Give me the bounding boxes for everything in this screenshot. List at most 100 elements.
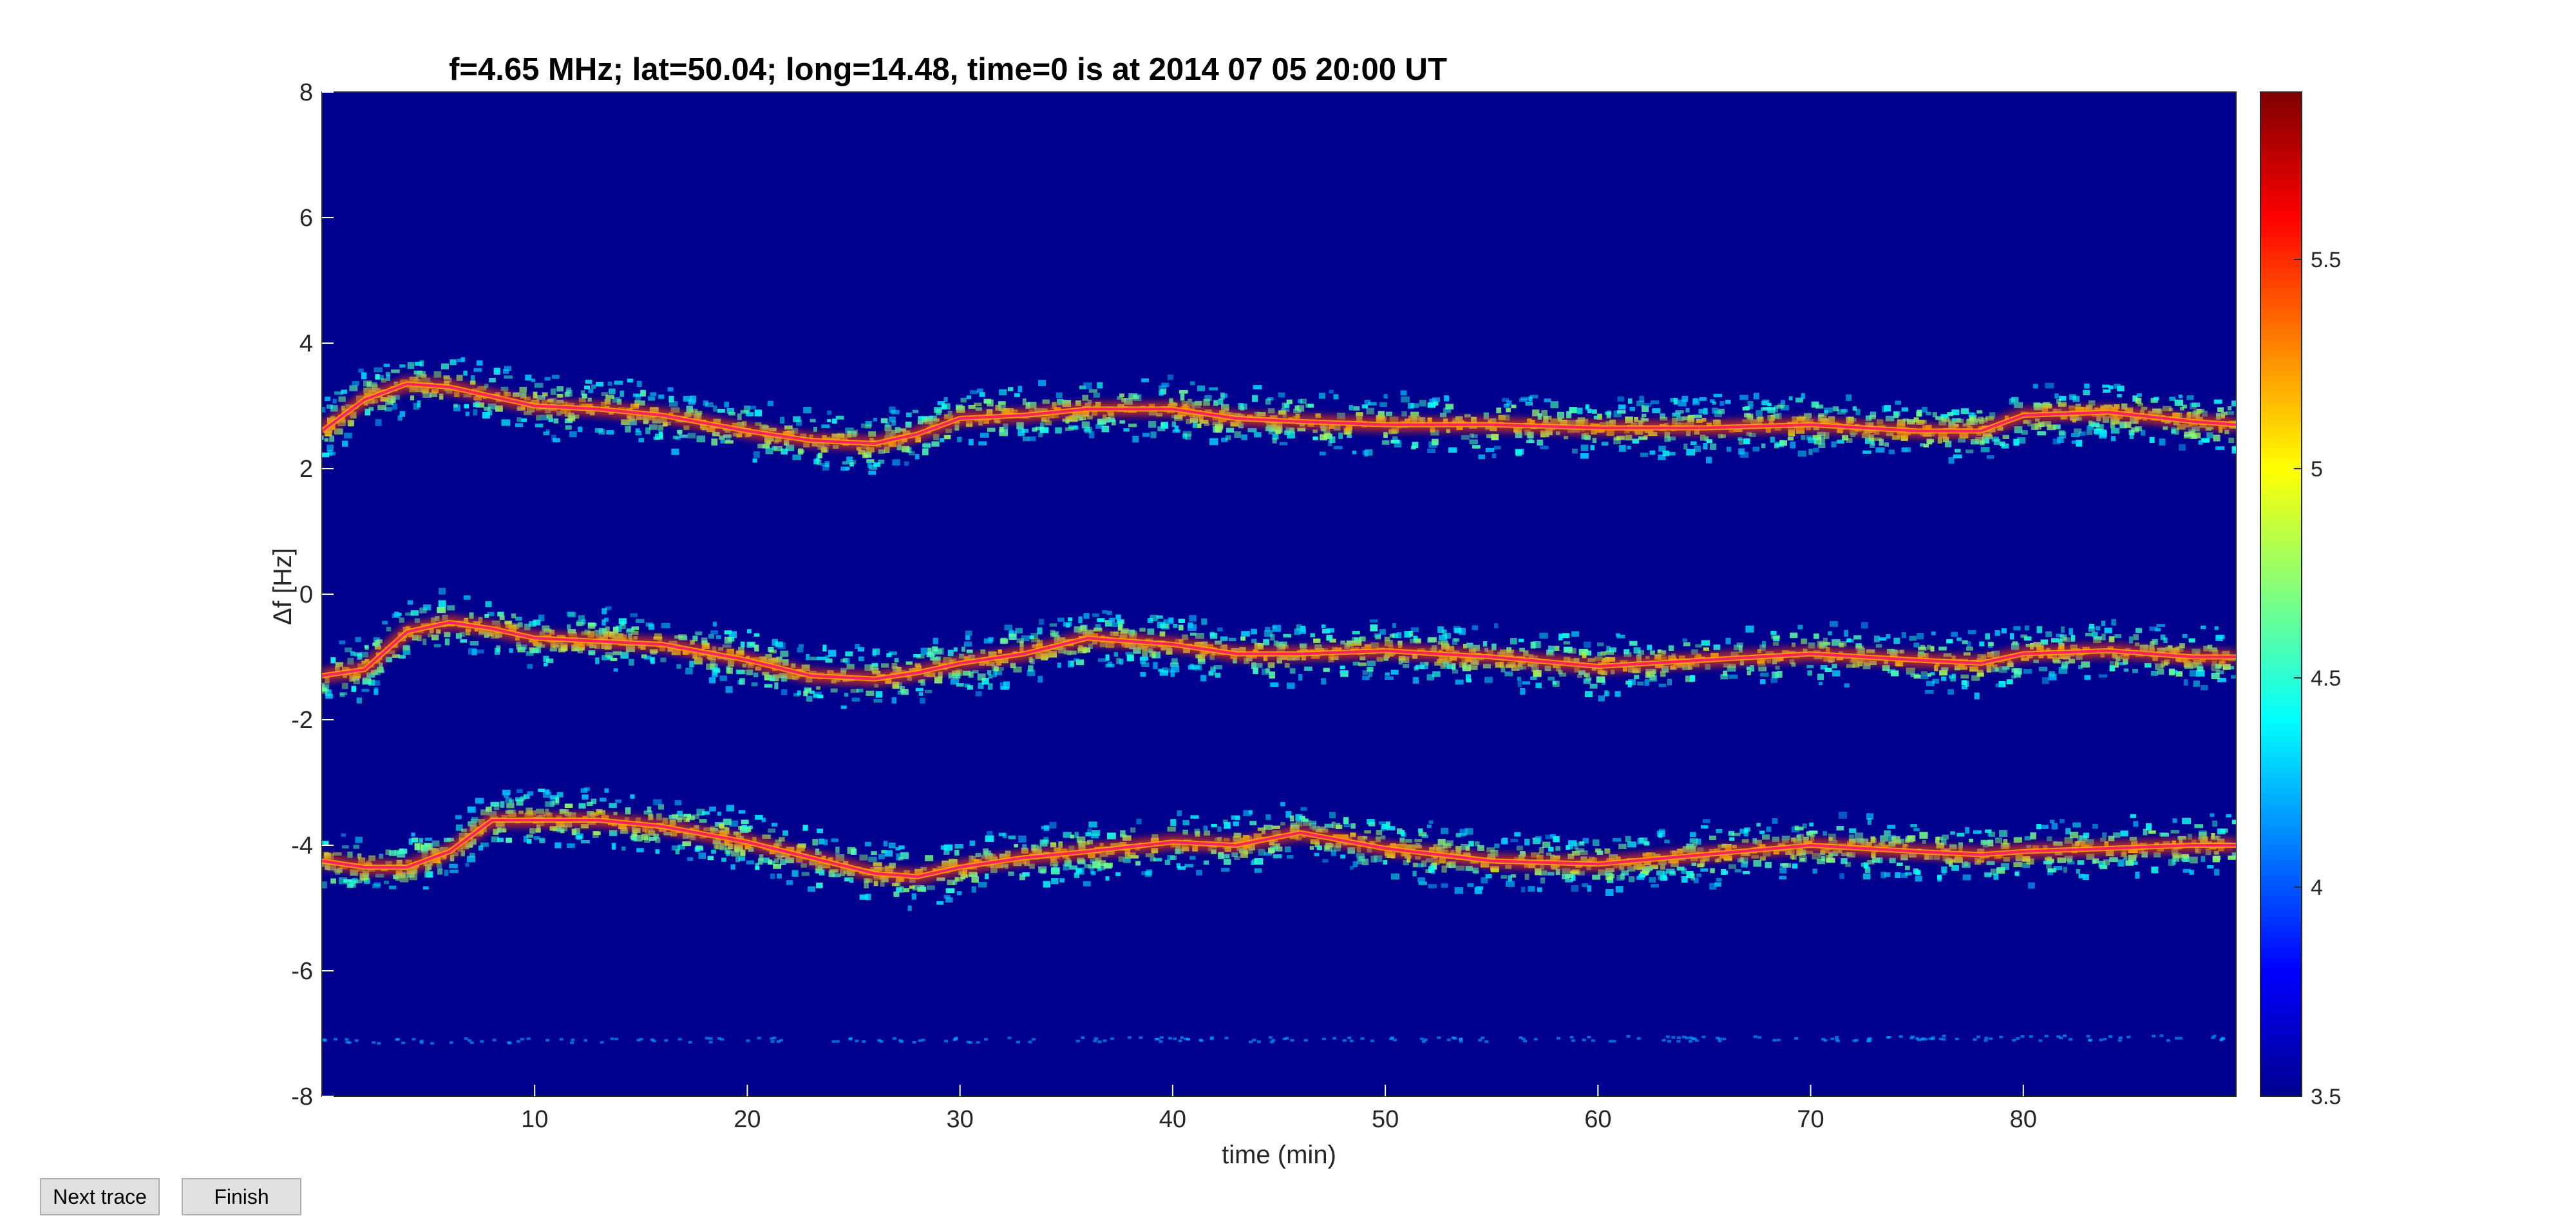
noise-speckle [824,461,829,467]
noise-speckle [2168,407,2174,411]
noise-speckle [1153,651,1160,659]
noise-speckle [1381,835,1386,840]
noise-speckle [1506,400,1512,406]
noise-speckle [991,664,997,671]
noise-speckle [1609,647,1616,653]
noise-speckle [1042,399,1050,404]
noise-speckle [1128,424,1137,427]
noise-speckle [1287,855,1294,859]
noise-speckle [738,826,743,830]
noise-speckle [1678,399,1687,407]
noise-speckle [818,838,824,845]
noise-speckle [591,798,597,804]
noise-speckle [1969,415,1977,420]
noise-speckle [379,854,384,859]
noise-speckle [707,856,714,861]
noise-speckle [2027,420,2032,427]
noise-speckle [1340,665,1345,670]
noise-speckle [1092,830,1101,836]
noise-speckle [1662,650,1667,654]
noise-speckle [1159,1040,1163,1043]
noise-speckle [529,648,535,653]
noise-speckle [2020,1035,2025,1038]
noise-speckle [2074,428,2082,433]
noise-speckle [674,800,682,805]
noise-speckle [2076,868,2080,874]
noise-speckle [505,797,512,803]
noise-speckle [2228,856,2236,860]
noise-speckle [332,852,342,856]
noise-speckle [526,834,533,838]
noise-speckle [868,431,876,437]
noise-speckle [2152,639,2158,645]
noise-speckle [2094,430,2103,436]
noise-speckle [1180,393,1185,401]
noise-speckle [1352,631,1360,635]
noise-speckle [1938,1038,1943,1040]
noise-speckle [2191,662,2199,669]
noise-speckle [1597,642,1604,646]
noise-speckle [781,675,788,682]
noise-speckle [1472,445,1481,449]
noise-speckle [2123,659,2128,665]
noise-speckle [365,408,370,416]
noise-speckle [711,438,718,446]
noise-speckle [2123,668,2129,672]
noise-speckle [1891,670,1899,677]
noise-speckle [542,625,550,632]
noise-speckle [1968,412,1975,417]
noise-speckle [1696,873,1701,877]
noise-speckle [635,395,641,401]
noise-speckle [414,843,420,850]
noise-speckle [1587,408,1592,413]
noise-speckle [888,651,897,655]
noise-speckle [1971,675,1980,681]
noise-speckle [1179,389,1188,394]
noise-speckle [2132,395,2138,402]
noise-speckle [1120,830,1126,837]
noise-speckle [872,648,880,655]
noise-speckle [998,832,1005,836]
noise-speckle [912,409,919,413]
noise-speckle [2093,858,2099,864]
noise-speckle [689,815,695,821]
noise-speckle [1419,662,1428,670]
noise-speckle [983,638,993,644]
noise-speckle [1226,427,1235,433]
noise-speckle [2001,628,2007,633]
noise-speckle [1924,689,1934,694]
noise-speckle [1707,439,1712,444]
noise-speckle [1401,396,1410,403]
noise-speckle [471,819,480,823]
noise-speckle [1520,666,1527,670]
noise-speckle [450,869,459,874]
noise-speckle [1841,409,1848,413]
noise-speckle [1718,1037,1722,1040]
noise-speckle [347,657,354,665]
noise-speckle [2187,834,2192,840]
noise-speckle [2183,868,2192,873]
noise-speckle [1819,436,1825,444]
noise-speckle [593,831,601,836]
noise-speckle [875,691,883,698]
noise-speckle [1664,839,1670,843]
noise-speckle [927,648,932,655]
noise-speckle [647,806,652,812]
noise-speckle [820,447,828,453]
noise-speckle [457,359,465,362]
noise-speckle [601,608,607,615]
noise-speckle [1505,415,1510,421]
noise-speckle [806,695,813,702]
noise-speckle [1700,435,1706,441]
noise-speckle [1985,829,1992,833]
noise-speckle [1572,448,1578,454]
noise-speckle [1204,395,1212,401]
noise-speckle [868,471,876,475]
noise-speckle [1658,684,1667,688]
noise-speckle [1325,846,1330,850]
noise-speckle [726,667,733,674]
noise-speckle [1019,641,1024,648]
noise-speckle [615,625,622,632]
noise-speckle [2161,660,2165,668]
noise-speckle [1910,824,1917,828]
